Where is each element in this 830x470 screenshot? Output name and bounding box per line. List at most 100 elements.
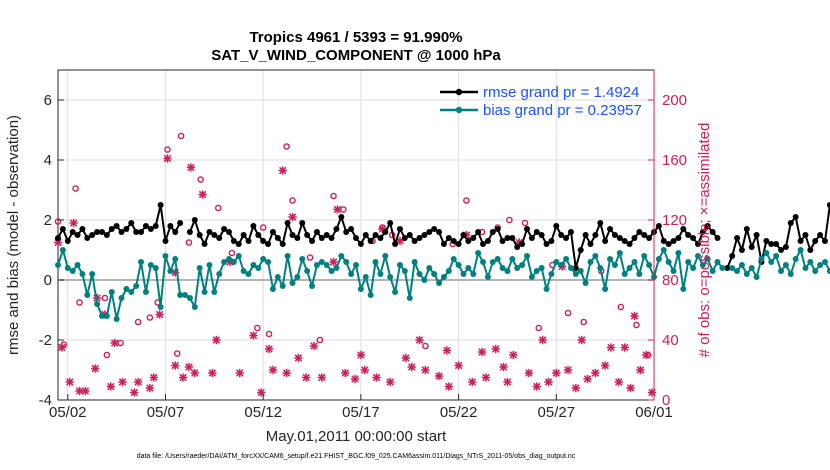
bias-point [152,265,159,271]
rmse-point [597,220,604,226]
bias-point [729,265,736,271]
obs-assimilated-marker [288,212,297,222]
y-tick-label-right: 0 [662,392,670,409]
rmse-point [74,232,81,238]
obs-assimilated-marker [577,335,586,345]
obs-assimilated-marker [282,368,291,378]
bias-point [460,271,467,277]
bias-point [514,265,521,271]
obs-assimilated-marker [317,373,326,382]
obs-assimilated-marker [149,373,158,382]
obs-assimilated-marker [257,388,266,397]
obs-assimilated-marker [212,335,221,345]
chart-title: Tropics 4961 / 5393 = 91.990% [249,29,462,46]
rmse-point [558,232,565,238]
rmse-point [616,235,623,241]
rmse-point [738,247,745,253]
bias-point [587,259,594,265]
bias-point [743,271,750,277]
obs-possible-marker [254,324,261,332]
rmse-point [685,232,692,238]
bias-point [59,247,66,253]
rmse-point [133,229,140,235]
obs-assimilated-marker [341,368,350,378]
rmse-point [812,238,819,244]
rmse-point [470,235,477,241]
rmse-point [773,241,780,247]
data-file-footer: data file: /Users/raeder/DAI/ATM_forcXX/… [137,453,576,460]
y-tick-label-left: 6 [44,92,52,109]
bias-point [670,268,677,274]
bias-point [284,253,291,259]
bias-point [563,256,570,262]
bias-point [289,280,296,286]
bias-point [558,262,565,268]
y-tick-label-left: -4 [39,392,52,409]
rmse-point [172,229,179,235]
rmse-point [465,238,472,244]
rmse-point [743,226,750,232]
bias-point [177,292,184,298]
bias-point [186,295,193,301]
bias-point [294,274,301,280]
rmse-point [431,226,438,232]
bias-point [753,274,760,280]
obs-possible-marker [259,224,267,231]
rmse-point [128,220,135,226]
bias-point [538,265,545,271]
rmse-point [563,235,570,241]
rmse-point [489,229,496,235]
bias-point [694,253,701,259]
bias-point [79,271,86,277]
bias-point [333,265,340,271]
obs-assimilated-marker [636,365,645,375]
rmse-point [807,247,814,253]
bias-point [89,271,96,277]
bias-point [719,265,726,271]
rmse-point [338,214,345,220]
rmse-point [440,241,447,247]
rmse-point [709,229,716,235]
obs-assimilated-marker [171,361,180,370]
rmse-point [147,226,154,232]
obs-assimilated-marker [302,373,311,382]
obs-assimilated-marker [481,373,491,382]
obs-possible-marker [164,146,171,153]
obs-assimilated-marker [532,382,541,391]
bias-point [548,271,555,277]
bias-point [157,304,164,310]
obs-assimilated-marker [552,368,561,378]
rmse-point [235,241,242,247]
rmse-point [289,232,296,238]
obs-assimilated-marker [421,365,430,375]
obs-possible-marker [633,321,640,329]
bias-point [597,265,604,271]
bias-point [499,265,506,271]
x-tick-label: 05/02 [49,404,87,421]
obs-assimilated-marker [434,371,444,381]
chart-marks [53,132,830,397]
obs-possible-marker [506,216,513,224]
bias-point [113,316,120,322]
bias-point [626,265,633,271]
obs-assimilated-marker [642,350,651,360]
rmse-point [514,244,521,250]
bias-point [475,250,482,256]
bias-point [685,259,692,265]
obs-assimilated-marker [442,346,452,355]
bias-point [440,274,447,280]
bias-point [436,280,443,286]
rmse-point [382,229,389,235]
bias-point [528,274,535,280]
bias-point [240,268,247,274]
rmse-point [196,232,203,238]
rmse-point [426,229,433,235]
bias-point [318,259,325,265]
bias-point [480,259,487,265]
obs-possible-marker [214,204,222,212]
rmse-point [572,265,579,271]
bias-point [504,268,511,274]
rmse-point [690,235,697,241]
bias-point [411,259,418,265]
obs-possible-marker [521,219,529,227]
